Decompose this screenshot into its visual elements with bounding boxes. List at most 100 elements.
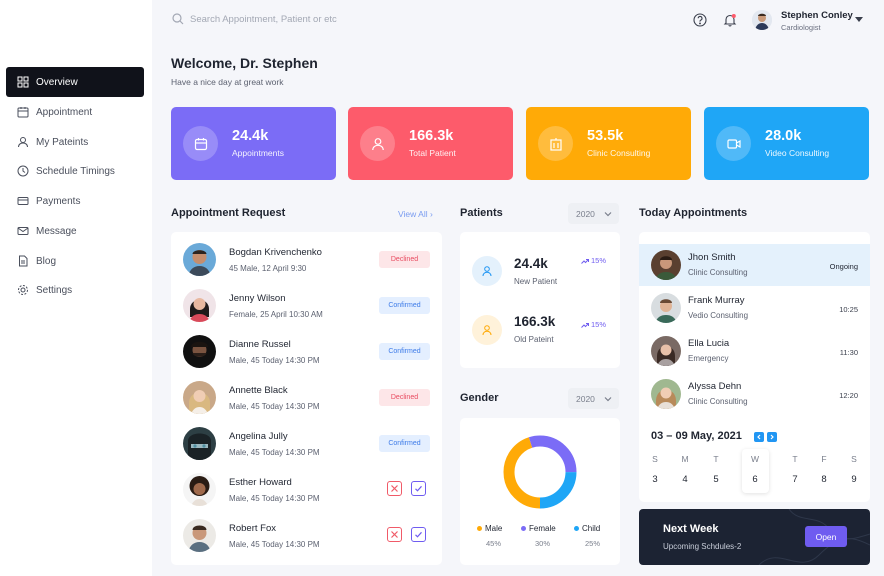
stat-label: Appointments bbox=[232, 148, 284, 158]
accept-button[interactable] bbox=[411, 481, 426, 496]
patient-name: Annette Black bbox=[229, 385, 288, 396]
next-week-button[interactable] bbox=[767, 432, 777, 442]
weekday-label: F bbox=[821, 454, 827, 464]
list-item[interactable]: Frank Murray Vedio Consulting 10:25 bbox=[639, 287, 870, 329]
stat-card-appointments[interactable]: 24.4k Appointments bbox=[171, 107, 336, 180]
prev-week-button[interactable] bbox=[754, 432, 764, 442]
chevron-down-icon[interactable] bbox=[855, 17, 863, 22]
appointment-type: Clinic Consulting bbox=[688, 397, 748, 406]
weekday-label: W bbox=[750, 454, 760, 464]
trend-value: 15% bbox=[591, 320, 607, 329]
chevron-right-icon: › bbox=[429, 209, 433, 219]
calendar-day[interactable]: 9 bbox=[851, 474, 857, 485]
new-patient-label: New Patient bbox=[514, 277, 558, 286]
appointment-name: Ella Lucia bbox=[688, 338, 730, 349]
legend-percent: 45% bbox=[486, 539, 502, 548]
sidebar-item-payments[interactable]: Payments bbox=[6, 186, 144, 216]
avatar bbox=[651, 293, 681, 323]
sidebar-item-label: Payments bbox=[36, 195, 81, 207]
list-item[interactable]: Jenny Wilson Female, 25 April 10:30 AM C… bbox=[171, 289, 442, 335]
calendar-day[interactable]: 3 bbox=[652, 474, 658, 485]
video-icon bbox=[726, 138, 741, 149]
search-input[interactable]: Search Appointment, Patient or etc bbox=[190, 13, 337, 25]
today-appointments-title: Today Appointments bbox=[639, 207, 748, 219]
gear-icon bbox=[18, 285, 28, 295]
patients-card: 24.4k New Patient 15% 166.3k Old Pateint… bbox=[460, 232, 620, 368]
status-badge: Confirmed bbox=[379, 297, 430, 314]
chevron-down-icon bbox=[604, 212, 612, 217]
avatar bbox=[183, 335, 216, 368]
year-value: 2020 bbox=[576, 208, 595, 219]
list-item[interactable]: Ella Lucia Emergency 11:30 bbox=[639, 330, 870, 372]
avatar bbox=[183, 381, 216, 414]
calendar-day[interactable]: 8 bbox=[821, 474, 827, 485]
list-item[interactable]: Angelina Jully Male, 45 Today 14:30 PM C… bbox=[171, 427, 442, 473]
calendar-icon bbox=[194, 137, 207, 150]
sidebar-item-my-pateints[interactable]: My Pateints bbox=[6, 127, 144, 157]
open-button[interactable]: Open bbox=[805, 526, 847, 547]
stat-card-video-consulting[interactable]: 28.0k Video Consulting bbox=[704, 107, 869, 180]
gender-year-select[interactable]: 2020 bbox=[568, 388, 619, 409]
help-icon[interactable] bbox=[693, 13, 707, 27]
sidebar-item-overview[interactable]: Overview bbox=[6, 67, 144, 97]
list-item[interactable]: Dianne Russel Male, 45 Today 14:30 PM Co… bbox=[171, 335, 442, 381]
list-item[interactable]: Annette Black Male, 45 Today 14:30 PM De… bbox=[171, 381, 442, 427]
calendar-day[interactable]: 4 bbox=[682, 474, 688, 485]
calendar-day[interactable]: 7 bbox=[792, 474, 798, 485]
stat-card-clinic-consulting[interactable]: 53.5k Clinic Consulting bbox=[526, 107, 691, 180]
legend-label: Male bbox=[485, 524, 503, 533]
decline-button[interactable] bbox=[387, 481, 402, 496]
mail-icon bbox=[17, 227, 29, 235]
list-item[interactable]: Robert Fox Male, 45 Today 14:30 PM bbox=[171, 519, 442, 565]
clock-icon bbox=[17, 165, 29, 177]
patient-info: Male, 45 Today 14:30 PM bbox=[229, 448, 320, 457]
donut-segment-child bbox=[503, 435, 577, 509]
avatar bbox=[183, 473, 216, 506]
sidebar-item-label: My Pateints bbox=[36, 136, 89, 148]
stat-card-total-patient[interactable]: 166.3k Total Patient bbox=[348, 107, 513, 180]
old-patient-label: Old Pateint bbox=[514, 335, 554, 344]
patient-info: 45 Male, 12 April 9:30 bbox=[229, 264, 307, 273]
legend-male: Male bbox=[477, 524, 502, 533]
patients-year-select[interactable]: 2020 bbox=[568, 203, 619, 224]
view-all-link[interactable]: View All › bbox=[398, 209, 433, 219]
user-icon bbox=[482, 266, 492, 277]
check-icon bbox=[415, 531, 422, 538]
list-item[interactable]: Jhon Smith Clinic Consulting Ongoing bbox=[639, 244, 870, 286]
sidebar-item-schedule-timings[interactable]: Schedule Timings bbox=[6, 156, 144, 186]
stat-label: Video Consulting bbox=[765, 148, 830, 158]
weekday-label: S bbox=[851, 454, 857, 464]
calendar-day-selected[interactable]: 6 bbox=[752, 474, 758, 485]
sidebar-item-label: Appointment bbox=[36, 106, 93, 118]
search-bar[interactable]: Search Appointment, Patient or etc bbox=[172, 13, 337, 25]
avatar bbox=[183, 519, 216, 552]
sidebar-item-message[interactable]: Message bbox=[6, 216, 144, 246]
donut-segment-female bbox=[503, 435, 577, 509]
list-item[interactable]: Bogdan Krivenchenko 45 Male, 12 April 9:… bbox=[171, 243, 442, 289]
sidebar-item-label: Blog bbox=[36, 255, 57, 267]
list-item[interactable]: Esther Howard Male, 45 Today 14:30 PM bbox=[171, 473, 442, 519]
sidebar-item-appointment[interactable]: Appointment bbox=[6, 97, 144, 127]
user-icon bbox=[482, 325, 492, 336]
stat-icon-circle bbox=[360, 126, 395, 161]
user-icon bbox=[371, 137, 384, 150]
avatar bbox=[651, 250, 681, 280]
gender-title: Gender bbox=[460, 392, 499, 404]
decline-button[interactable] bbox=[387, 527, 402, 542]
old-patient-trend: 15% bbox=[581, 320, 606, 329]
calendar-day[interactable]: 5 bbox=[713, 474, 719, 485]
date-range: 03 – 09 May, 2021 bbox=[651, 430, 742, 442]
sidebar-item-settings[interactable]: Settings bbox=[6, 275, 144, 305]
avatar[interactable] bbox=[752, 10, 772, 30]
building-icon bbox=[549, 137, 562, 151]
status-badge: Confirmed bbox=[379, 343, 430, 360]
patient-name: Robert Fox bbox=[229, 523, 276, 534]
page-subtitle: Have a nice day at great work bbox=[171, 77, 284, 87]
gender-donut-chart bbox=[503, 435, 577, 509]
list-item[interactable]: Alyssa Dehn Clinic Consulting 12:20 bbox=[639, 373, 870, 415]
accept-button[interactable] bbox=[411, 527, 426, 542]
bell-icon[interactable] bbox=[723, 13, 737, 27]
sidebar-item-blog[interactable]: Blog bbox=[6, 246, 144, 276]
weekday-label: T bbox=[713, 454, 719, 464]
patient-info: Male, 45 Today 14:30 PM bbox=[229, 356, 320, 365]
